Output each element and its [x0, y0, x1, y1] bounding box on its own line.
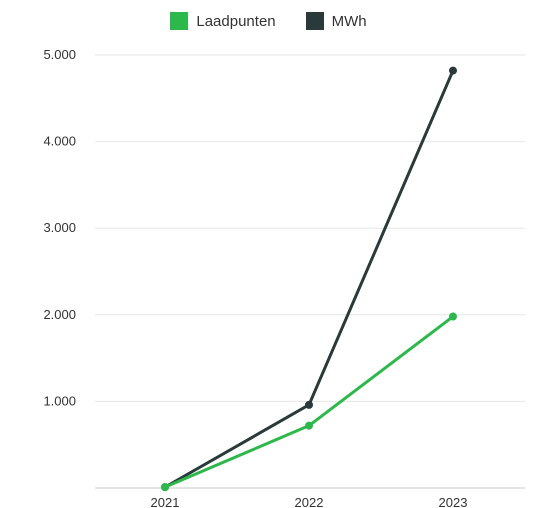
- x-tick-label: 2021: [151, 495, 180, 508]
- y-tick-label: 5.000: [43, 47, 76, 62]
- y-tick-label: 2.000: [43, 307, 76, 322]
- legend-label-laadpunten: Laadpunten: [196, 12, 276, 30]
- chart-legend: Laadpunten MWh: [0, 12, 537, 30]
- data-point-laadpunten: [449, 312, 457, 321]
- legend-label-mwh: MWh: [331, 12, 367, 30]
- data-point-mwh: [449, 66, 457, 75]
- y-tick-label: 3.000: [43, 220, 76, 235]
- legend-item-laadpunten[interactable]: Laadpunten: [170, 12, 276, 30]
- y-tick-label: 1.000: [43, 393, 76, 408]
- data-point-mwh: [305, 400, 313, 409]
- y-tick-label: 4.000: [43, 134, 76, 149]
- data-point-laadpunten: [161, 483, 169, 492]
- data-point-laadpunten: [305, 421, 313, 430]
- legend-item-mwh[interactable]: MWh: [305, 12, 367, 30]
- legend-swatch-laadpunten: [170, 12, 189, 30]
- x-tick-label: 2022: [295, 495, 324, 508]
- x-tick-label: 2023: [439, 495, 468, 508]
- legend-swatch-mwh: [305, 12, 324, 30]
